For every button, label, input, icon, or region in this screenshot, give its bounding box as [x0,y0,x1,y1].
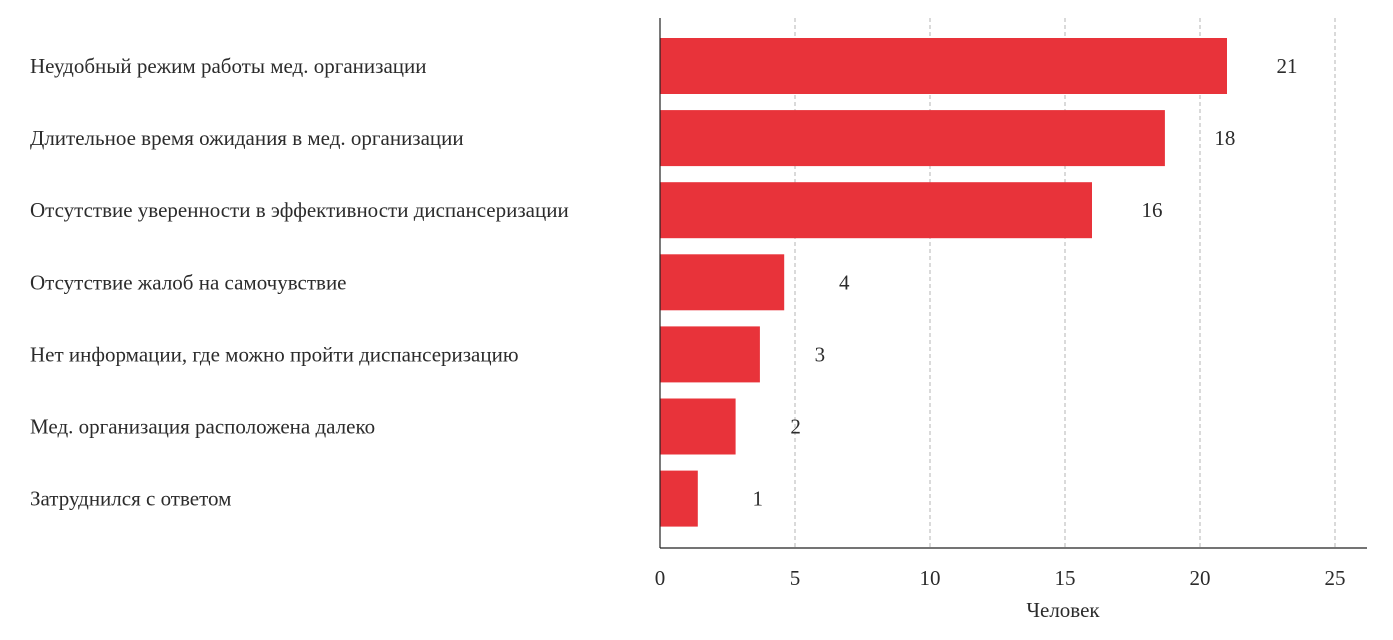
bar [660,470,698,527]
x-tick-label: 5 [790,566,801,590]
category-label: Длительное время ожидания в мед. организ… [30,126,464,150]
category-label: Мед. организация расположена далеко [30,415,375,439]
axes [659,18,1367,549]
labels: Неудобный режим работы мед. организации 2… [30,54,1346,590]
bar [660,110,1165,167]
category-label: Отсутствие уверенности в эффективности д… [30,198,569,222]
bars [660,38,1227,527]
bar [660,326,760,383]
value-label: 2 [790,415,801,439]
x-axis-title: Человек [1026,598,1100,622]
category-label: Отсутствие жалоб на самочувствие [30,270,347,294]
value-label: 3 [815,342,826,366]
value-label: 21 [1277,54,1298,78]
value-label: 16 [1142,198,1163,222]
value-label: 4 [839,270,850,294]
grid-lines [794,18,1336,548]
bar [660,38,1227,94]
value-label: 1 [753,487,764,511]
bar [660,254,785,311]
category-label: Нет информации, где можно пройти диспанс… [30,342,519,366]
x-tick-label: 20 [1190,566,1211,590]
x-tick-label: 15 [1055,566,1076,590]
bar [660,182,1092,239]
value-label: 18 [1214,126,1235,150]
category-label: Неудобный режим работы мед. организации [30,54,426,78]
x-tick-label: 10 [920,566,941,590]
x-tick-label: 25 [1325,566,1346,590]
category-label: Затруднился с ответом [30,487,231,511]
bar [660,398,736,455]
x-tick-label: 0 [655,566,666,590]
